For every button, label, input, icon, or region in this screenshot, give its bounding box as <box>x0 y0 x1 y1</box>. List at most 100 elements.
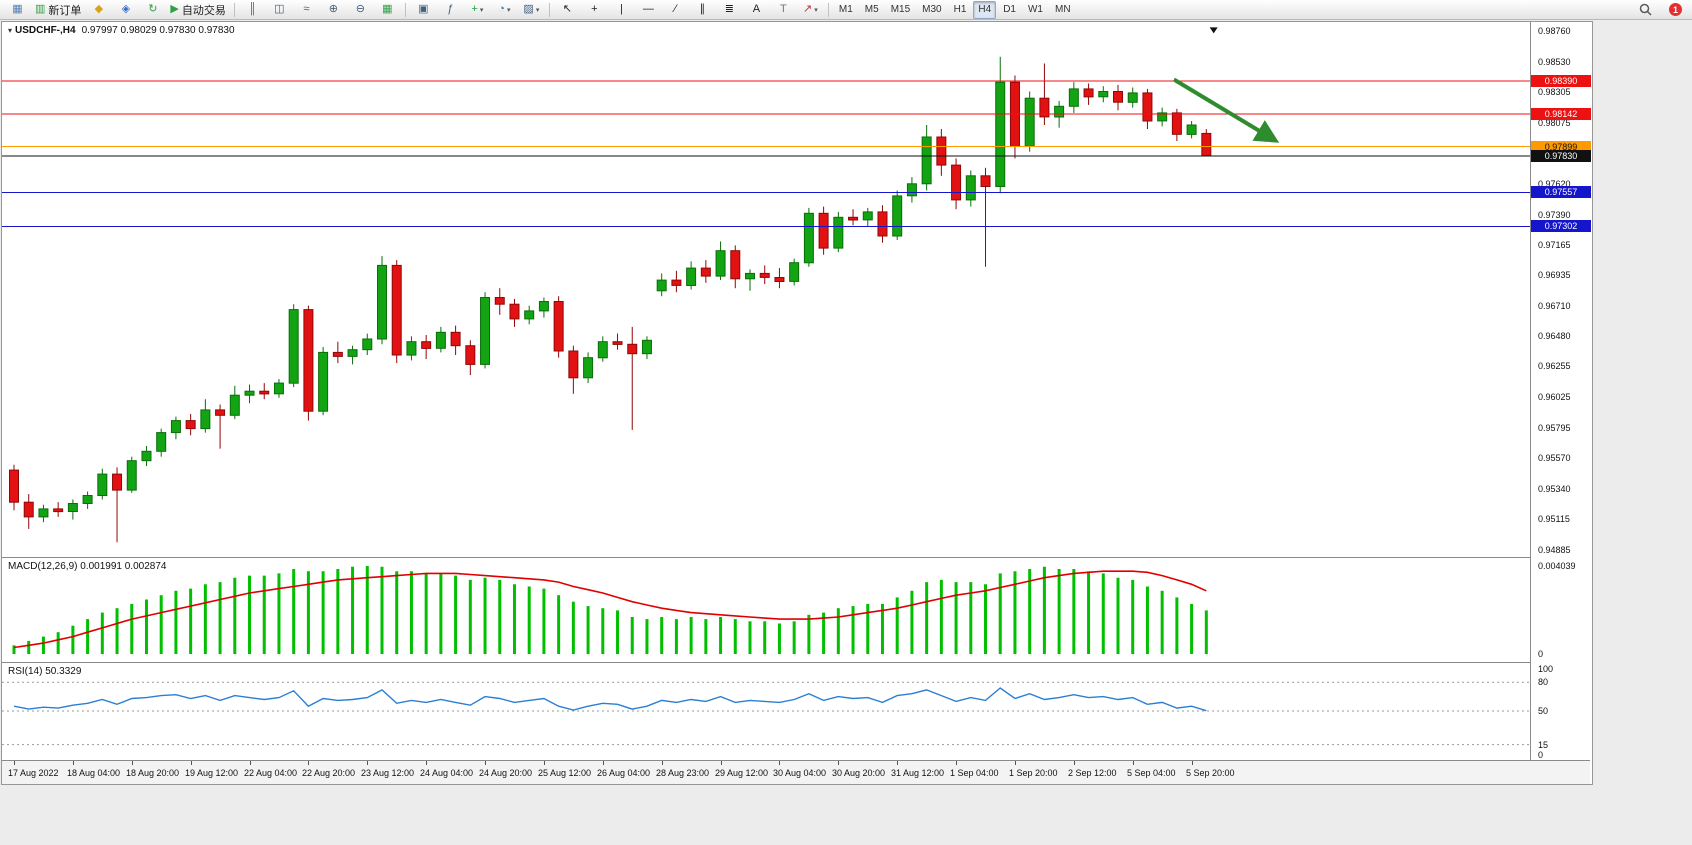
text-button[interactable]: A <box>743 0 770 19</box>
candle <box>1098 86 1109 103</box>
timeframe-W1-button[interactable]: W1 <box>1027 4 1043 15</box>
timeframe-M1-button[interactable]: M1 <box>838 4 853 15</box>
candlestick-chart-button[interactable]: ◫ <box>266 0 293 19</box>
candle <box>936 129 947 176</box>
candle <box>892 190 903 240</box>
time-axis-label: 31 Aug 12:00 <box>891 768 945 778</box>
time-axis-tick <box>132 761 133 765</box>
line-chart-button[interactable]: ≈ <box>293 0 320 19</box>
timeframe-M15-button[interactable]: M15 <box>890 4 911 15</box>
rsi-pane[interactable] <box>2 663 1530 759</box>
main-price-pane[interactable] <box>2 22 1530 557</box>
timeframe-MN-button[interactable]: MN <box>1054 4 1071 15</box>
bid-price-line-price-tag: 0.97830 <box>1531 150 1591 162</box>
trendline-button[interactable]: ∕ <box>662 0 689 19</box>
fibonacci-button[interactable]: ≣ <box>716 0 743 19</box>
macd-pane[interactable] <box>2 558 1530 662</box>
text-label-button[interactable]: T <box>770 0 797 19</box>
equidistant-channel-button[interactable]: ∥ <box>689 0 716 19</box>
price-axis-label: 0.96025 <box>1538 392 1571 402</box>
arrow-objects-button[interactable]: ↗ ▾ <box>797 0 824 19</box>
tile-windows-button[interactable]: ▦ <box>374 0 401 19</box>
toolbar-right-group: 1 <box>1632 0 1688 19</box>
time-axis-label: 22 Aug 20:00 <box>302 768 356 778</box>
add-indicator-button[interactable]: + ▾ <box>464 0 491 19</box>
search-button[interactable] <box>1632 0 1659 19</box>
macd-indicator-label: MACD(12,26,9) 0.001991 0.002874 <box>8 561 166 572</box>
price-axis-label: 0.96255 <box>1538 361 1571 371</box>
price-axis[interactable]: 0.987600.985300.983050.980750.978450.976… <box>1530 22 1591 760</box>
candlestick-chart-icon: ◫ <box>274 3 285 15</box>
candle <box>641 336 652 360</box>
chevron-down-icon: ▾ <box>814 6 818 14</box>
bar-chart-button[interactable]: ║ <box>239 0 266 19</box>
zoom-out-button[interactable]: ⊖ <box>347 0 374 19</box>
candle <box>965 170 976 207</box>
candle <box>524 305 535 325</box>
notification-badge[interactable]: 1 <box>1669 3 1682 16</box>
new-chart-icon: ▦ <box>12 3 23 15</box>
auto-trading-button[interactable]: ▶ 自动交易 <box>166 0 229 19</box>
text-label-icon: T <box>780 3 787 15</box>
candle <box>23 494 34 529</box>
time-axis[interactable]: 17 Aug 2022 18 Aug 04:00 18 Aug 20:00 19 Au… <box>2 760 1590 784</box>
trendline-icon: ∕ <box>674 3 677 15</box>
zoom-out-icon: ⊖ <box>355 3 365 15</box>
candle <box>803 207 814 267</box>
crosshair-button[interactable]: + <box>581 0 608 19</box>
time-axis-tick <box>1015 761 1016 765</box>
pane-divider[interactable] <box>2 557 1590 558</box>
timeframe-D1-button[interactable]: D1 <box>1003 4 1016 15</box>
price-axis-label: 0.96935 <box>1538 270 1571 280</box>
candle <box>303 305 314 421</box>
candle <box>1113 84 1123 111</box>
timeframe-H1-button[interactable]: H1 <box>953 4 967 15</box>
rsi-value: 50.3329 <box>45 666 82 677</box>
chevron-down-icon: ▾ <box>535 6 540 14</box>
horizontal-line-button[interactable]: — <box>635 0 662 19</box>
search-icon <box>1639 3 1652 16</box>
support-line-1-price-tag: 0.97557 <box>1531 186 1591 198</box>
vertical-line-button[interactable]: | <box>608 0 635 19</box>
time-axis-tick <box>603 761 604 765</box>
down-triangle-marker[interactable] <box>1209 27 1218 34</box>
candle <box>1068 82 1079 113</box>
chevron-down-icon: ▾ <box>479 6 484 14</box>
profiles-button[interactable]: ◆ <box>85 0 112 19</box>
zoom-in-button[interactable]: ⊕ <box>320 0 347 19</box>
toolbar: ▦ ▥ 新订单 ◆ ◈ ↻ ▶ 自动交易 ║ ◫ ≈ ⊕ ⊖ ▦ ▣ ƒ + ▾ ◔ ▾ ▨ ▾ ↖ + | — ∕ ∥ ≣ A T ↗ ▾ M… <box>0 0 1692 20</box>
time-axis-label: 30 Aug 20:00 <box>832 768 886 778</box>
candle <box>229 385 240 420</box>
new-order-button[interactable]: ▥ 新订单 <box>31 0 85 19</box>
refresh-button[interactable]: ↻ <box>139 0 166 19</box>
candle <box>597 336 608 362</box>
timeframe-H4-button[interactable]: H4 <box>973 0 997 19</box>
time-axis-label: 22 Aug 04:00 <box>244 768 298 778</box>
candle <box>1201 129 1212 157</box>
trend-arrow[interactable] <box>1172 77 1280 143</box>
indicator-list-button[interactable]: ƒ <box>437 0 464 19</box>
candle <box>170 416 181 440</box>
rsi-name: RSI(14) <box>8 666 43 677</box>
new-order-label: 新订单 <box>48 4 82 17</box>
chart-collapse-icon[interactable]: ▾ <box>8 26 13 35</box>
candle <box>759 265 770 285</box>
periods-button[interactable]: ◔ ▾ <box>491 0 518 19</box>
timeframe-M5-button[interactable]: M5 <box>864 4 879 15</box>
price-axis-label: 0.95795 <box>1538 423 1571 433</box>
market-watch-button[interactable]: ◈ <box>112 0 139 19</box>
pane-divider[interactable] <box>2 662 1590 663</box>
horizontal-line-icon: — <box>642 3 654 15</box>
candle <box>1083 83 1094 105</box>
cursor-button[interactable]: ↖ <box>554 0 581 19</box>
candle <box>273 379 284 398</box>
zoom-in-icon: ⊕ <box>328 3 338 15</box>
toolbar-separator <box>233 2 235 17</box>
time-axis-label: 1 Sep 20:00 <box>1009 768 1058 778</box>
templates-button[interactable]: ▨ ▾ <box>518 0 545 19</box>
timeframe-M30-button[interactable]: M30 <box>922 4 942 15</box>
auto-arrange-button[interactable]: ▣ <box>410 0 437 19</box>
new-chart-button[interactable]: ▦ <box>4 0 31 19</box>
chart-symbol-period: USDCHF-,H4 <box>15 25 76 36</box>
candle <box>877 205 888 243</box>
